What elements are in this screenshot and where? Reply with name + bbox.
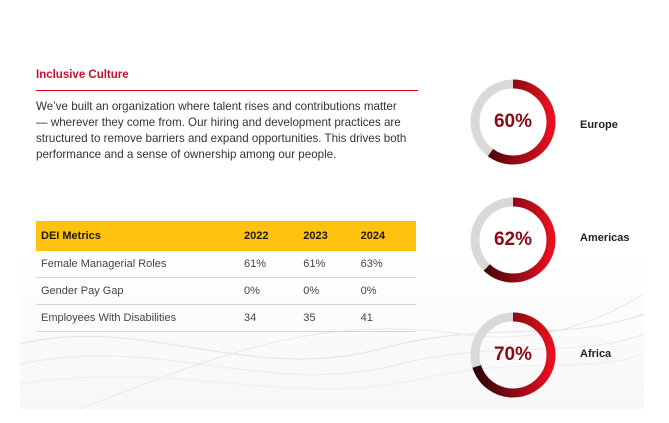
region-percent: 62%: [493, 229, 533, 250]
section-title: Inclusive Culture: [36, 69, 129, 81]
column-header-2024: 2024: [360, 221, 416, 251]
metric-name: Gender Pay Gap: [36, 277, 244, 305]
donut-ring-europe: [470, 79, 556, 165]
metric-value-2023: 61%: [303, 251, 361, 278]
table-row: Gender Pay Gap 0% 0% 0%: [36, 277, 416, 305]
table-row: Female Managerial Roles 61% 61% 63%: [36, 251, 416, 278]
region-label-africa: Africa: [580, 348, 612, 360]
metric-name: Female Managerial Roles: [36, 251, 244, 278]
dei-metrics-table: DEI Metrics 2022 2023 2024 Female Manage…: [36, 221, 416, 332]
region-donut-africa: 70%: [467, 309, 559, 401]
column-header-2022: 2022: [243, 221, 304, 251]
intro-paragraph: We’ve built an organization where talent…: [36, 100, 407, 161]
region-donut-europe: 60%: [467, 76, 559, 168]
region-label-americas: Americas: [580, 232, 630, 244]
metric-value-2022: 0%: [243, 277, 304, 305]
metric-value-2024: 0%: [360, 277, 416, 305]
donut-value-arc: [470, 197, 556, 283]
metric-name: Employees With Disabilities: [36, 304, 244, 332]
donut-ring-americas: [470, 197, 556, 283]
metric-value-2023: 0%: [303, 277, 361, 305]
region-donut-americas: 62%: [467, 194, 559, 286]
table-row: Employees With Disabilities 34 35 41: [36, 304, 416, 332]
table-header-row: DEI Metrics 2022 2023 2024: [36, 221, 416, 251]
region-percent: 60%: [493, 111, 533, 132]
column-header-metric: DEI Metrics: [36, 221, 244, 251]
slide: Inclusive Culture We’ve built an organiz…: [20, 14, 644, 409]
metric-value-2022: 61%: [243, 251, 304, 278]
title-divider: [36, 90, 418, 91]
donut-ring-africa: [470, 312, 556, 398]
metric-value-2023: 35: [303, 304, 361, 332]
region-label-europe: Europe: [580, 119, 618, 131]
column-header-2023: 2023: [303, 221, 361, 251]
donut-value-arc: [470, 312, 556, 398]
metric-value-2024: 63%: [360, 251, 416, 278]
background-wave-decoration: [20, 293, 644, 409]
donut-value-arc: [470, 79, 556, 165]
metric-value-2022: 34: [243, 304, 304, 332]
region-percent: 70%: [493, 344, 533, 365]
metric-value-2024: 41: [360, 304, 416, 332]
